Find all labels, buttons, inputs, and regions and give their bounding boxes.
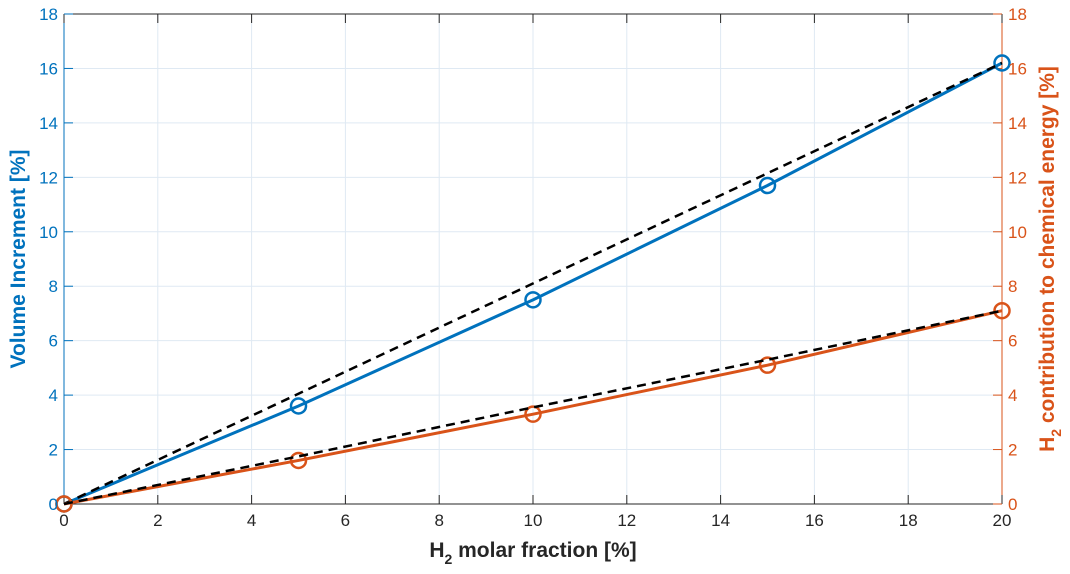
y-axis-right-title: H2 contribution to chemical energy [%] xyxy=(1036,66,1064,452)
x-tick-label: 16 xyxy=(805,511,824,530)
volume-data-point xyxy=(289,397,308,415)
y-right-tick-label: 6 xyxy=(1008,332,1017,351)
axes xyxy=(63,13,1003,505)
x-tick-label: 6 xyxy=(341,511,350,530)
x-tick-label: 12 xyxy=(617,511,636,530)
x-tick-label: 4 xyxy=(247,511,256,530)
energy-data-point xyxy=(993,301,1011,320)
volume-fit-line xyxy=(63,61,1003,506)
y-left-tick-label: 12 xyxy=(39,168,58,187)
volume-line xyxy=(63,61,1003,506)
energy-data-point xyxy=(55,495,73,513)
y-right-tick-label: 14 xyxy=(1008,114,1027,133)
y-left-tick-label: 4 xyxy=(49,386,58,405)
energy-fit-line xyxy=(63,309,1003,506)
y-left-tick-label: 6 xyxy=(49,332,58,351)
x-tick-label: 18 xyxy=(899,511,918,530)
y-left-tick-label: 18 xyxy=(39,5,58,24)
x-tick-label: 20 xyxy=(993,511,1012,530)
energy-line xyxy=(63,309,1003,506)
y-right-tick-label: 8 xyxy=(1008,277,1017,296)
y-right-tick-label: 16 xyxy=(1008,59,1027,78)
y-left-tick-label: 14 xyxy=(39,114,58,133)
x-tick-label: 0 xyxy=(59,511,68,530)
x-tick-label: 10 xyxy=(524,511,543,530)
plot-series xyxy=(55,54,1011,513)
y-right-tick-label: 10 xyxy=(1008,223,1027,242)
x-axis-title: H2 molar fraction [%] xyxy=(429,539,636,567)
y-axis-left-title: Volume Increment [%] xyxy=(7,150,30,369)
x-tick-label: 14 xyxy=(711,511,730,530)
x-tick-label: 8 xyxy=(434,511,443,530)
y-right-tick-label: 12 xyxy=(1008,168,1027,187)
volume-data-point xyxy=(993,54,1011,72)
y-left-tick-label: 0 xyxy=(49,495,58,514)
energy-data-point xyxy=(524,405,542,423)
y-left-tick-label: 2 xyxy=(49,441,58,460)
x-tick-label: 2 xyxy=(153,511,162,530)
y-left-tick-label: 10 xyxy=(39,223,58,242)
energy-data-point xyxy=(289,451,308,470)
y-right-tick-label: 2 xyxy=(1008,441,1017,460)
y-left-tick-label: 8 xyxy=(49,277,58,296)
grid xyxy=(63,13,1003,505)
volume-data-point xyxy=(524,291,542,309)
tick-labels: 0 2 4 6 8 10 12 14 16 18 2002468101214161802468101… xyxy=(39,5,1027,530)
y-right-tick-label: 4 xyxy=(1008,386,1017,405)
y-left-tick-label: 16 xyxy=(39,59,58,78)
y-right-tick-label: 0 xyxy=(1008,495,1017,514)
y-right-tick-label: 18 xyxy=(1008,5,1027,24)
volume-data-point xyxy=(758,176,777,195)
energy-data-point xyxy=(758,356,777,374)
